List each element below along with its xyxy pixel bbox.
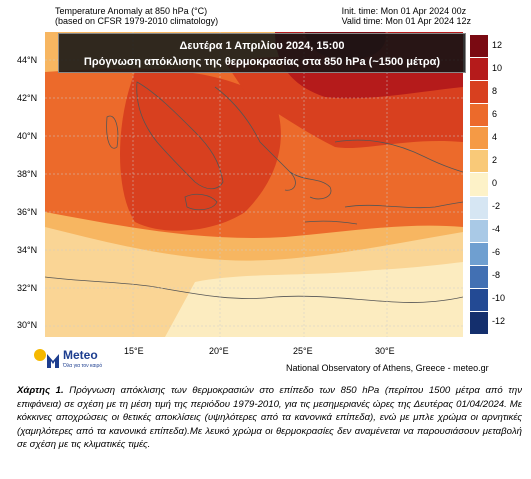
turkey-north-coast — [334, 139, 463, 173]
colorbar-cell — [470, 57, 488, 81]
colorbar-label: -12 — [492, 316, 506, 327]
colorbar-label: 8 — [492, 85, 498, 96]
lat-label-40: 40°N — [17, 131, 38, 141]
colorbar-cell — [470, 126, 488, 150]
map-subtitle: (based on CFSR 1979-2010 climatology) — [55, 16, 219, 26]
caption-label: Χάρτης 1. — [17, 385, 64, 396]
colorbar-label: 2 — [492, 154, 498, 165]
sardinia-coastline — [106, 115, 119, 149]
colorbar-cell — [470, 310, 488, 334]
lat-label-36: 36°N — [17, 207, 38, 217]
colorbar — [470, 34, 488, 334]
banner-description: Πρόγνωση απόκλισης της θερμοκρασίας στα … — [83, 56, 441, 68]
colorbar-cell — [470, 103, 488, 127]
lon-label-15: 15°E — [124, 346, 144, 356]
colorbar-label: -6 — [492, 247, 501, 258]
crete-coastline — [304, 220, 358, 225]
lat-label-44: 44°N — [17, 55, 38, 65]
colorbar-label: 4 — [492, 131, 498, 142]
italy-coastline — [136, 81, 224, 190]
lon-label-20: 20°E — [209, 346, 229, 356]
map-header-right: Init. time: Mon 01 Apr 2024 00z Valid ti… — [342, 6, 471, 26]
greece-coast — [289, 171, 332, 200]
colorbar-label: -10 — [492, 293, 506, 304]
credit-text: National Observatory of Athens, Greece -… — [286, 363, 489, 373]
valid-time: Valid time: Mon 01 Apr 2024 12z — [341, 16, 471, 26]
colorbar-cell — [470, 218, 488, 242]
colorbar-label: 0 — [492, 178, 498, 188]
lat-label-30: 30°N — [17, 320, 38, 330]
colorbar-cell — [470, 149, 488, 173]
southern-mild-zone — [165, 262, 463, 337]
meteo-logo: Meteo Όλα για τον καιρό — [33, 346, 113, 374]
colorbar-cell — [470, 241, 488, 265]
north-africa-coast — [45, 276, 463, 303]
coastlines — [45, 81, 463, 303]
sicily-coastline — [184, 193, 218, 211]
lat-label-38: 38°N — [17, 169, 38, 179]
caption-text: Πρόγνωση απόκλισης των θερμοκρασιών στο … — [17, 385, 523, 450]
anomaly-map — [45, 32, 463, 337]
map-canvas — [45, 32, 463, 337]
map-title: Temperature Anomaly at 850 hPa (°C) — [55, 6, 208, 16]
colorbar-label: 10 — [492, 62, 503, 73]
colorbar-cell — [470, 195, 488, 219]
colorbar-label: -8 — [492, 270, 501, 281]
forecast-banner: Δευτέρα 1 Απριλίου 2024, 15:00 Πρόγνωση … — [58, 33, 466, 73]
colorbar-cell — [470, 264, 488, 288]
colorbar-label: 12 — [492, 39, 503, 50]
lon-label-30: 30°E — [375, 346, 395, 356]
colorbar-cell — [470, 80, 488, 104]
graticule — [45, 32, 463, 337]
colorbar-label: -4 — [492, 224, 501, 235]
colorbar-label: 6 — [492, 108, 498, 119]
map-header-left: Temperature Anomaly at 850 hPa (°C) (bas… — [55, 6, 218, 26]
colorbar-cell — [470, 34, 488, 58]
map-caption: Χάρτης 1. Πρόγνωση απόκλισης των θερμοκρ… — [17, 384, 522, 452]
colorbar-cell — [470, 172, 488, 196]
colorbar-label: -2 — [492, 201, 501, 212]
colorbar-cell — [470, 287, 488, 311]
lat-label-42: 42°N — [17, 93, 38, 103]
adriatic-coast — [214, 86, 296, 191]
init-time: Init. time: Mon 01 Apr 2024 00z — [341, 6, 467, 16]
italy-anomaly-core — [120, 70, 281, 231]
lon-label-25: 25°E — [293, 346, 313, 356]
logo-tagline: Όλα για τον καιρό — [63, 363, 103, 369]
logo-brand: Meteo — [63, 348, 98, 362]
lat-label-32: 32°N — [17, 283, 38, 293]
lat-label-34: 34°N — [17, 245, 38, 255]
meteo-logo-icon — [34, 349, 59, 368]
turkey-south-coast — [344, 201, 463, 209]
banner-date: Δευτέρα 1 Απριλίου 2024, 15:00 — [179, 40, 345, 52]
